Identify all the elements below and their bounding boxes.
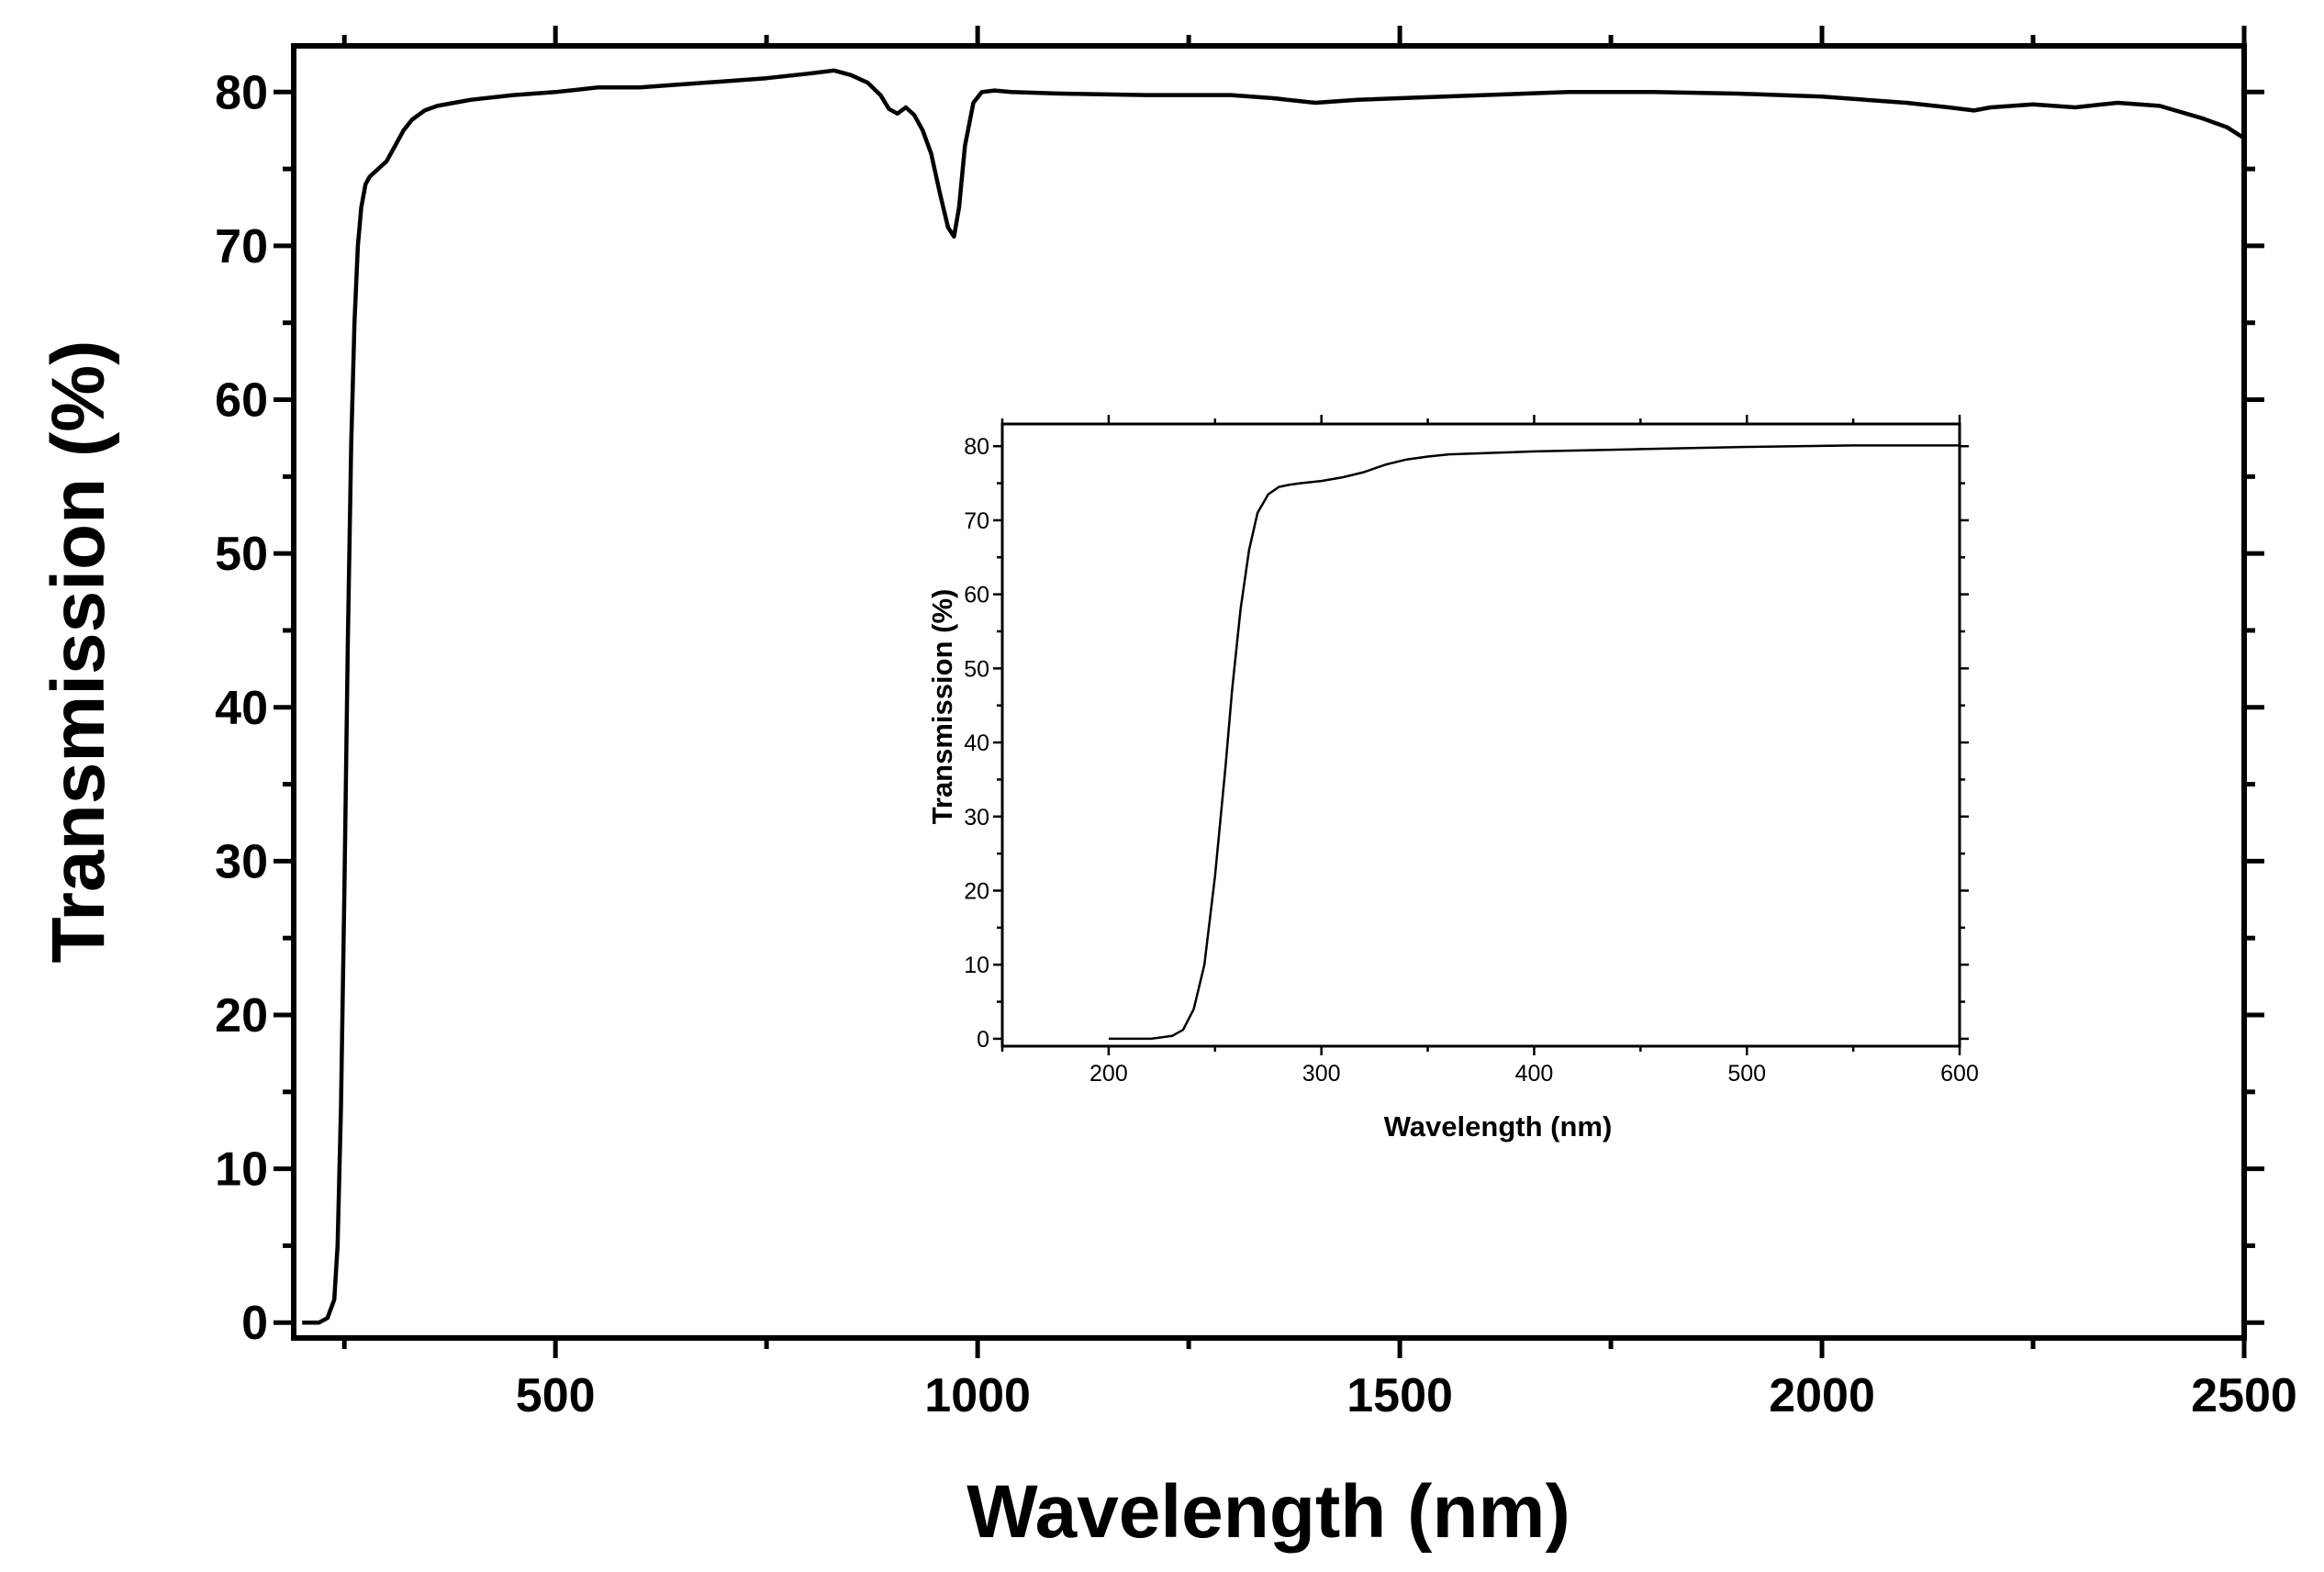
main-y-tick-label: 70 (215, 220, 268, 273)
inset-y-tick-label: 50 (964, 656, 989, 682)
inset-y-tick-label: 20 (964, 879, 989, 905)
inset-plot-frame (1000, 422, 1961, 1048)
inset-y-axis-title: Transmission (%) (926, 589, 958, 825)
main-x-tick-label: 500 (516, 1369, 596, 1422)
inset-y-tick-label: 0 (977, 1027, 989, 1053)
main-x-tick-label: 2500 (2191, 1369, 2297, 1422)
main-y-tick-label: 40 (215, 682, 268, 735)
main-y-tick-label: 80 (215, 66, 268, 119)
main-y-tick-label: 10 (215, 1143, 268, 1197)
main-series-line (302, 68, 2246, 1325)
inset-y-tick-label: 70 (964, 508, 989, 534)
inset-plot: 200 300 400 500 600 0 10 20 30 40 50 60 70 80 Wavelen… (926, 415, 1979, 1143)
inset-y-tick-label: 40 (964, 730, 989, 756)
main-x-tick-label: 1000 (924, 1369, 1031, 1422)
inset-y-tick-label: 10 (964, 953, 989, 978)
main-y-tick-label: 0 (241, 1297, 268, 1350)
inset-x-tick-label: 600 (1940, 1061, 1979, 1087)
inset-x-tick-label: 400 (1515, 1061, 1554, 1087)
main-x-tick-label: 1500 (1346, 1369, 1453, 1422)
inset-y-tick-label: 80 (964, 434, 989, 460)
main-y-axis-title: Transmission (%) (37, 340, 120, 964)
main-y-tick-label: 60 (215, 374, 268, 428)
main-y-tick-label: 30 (215, 835, 268, 888)
inset-ticks: 200 300 400 500 600 0 10 20 30 40 50 60 70 80 (964, 415, 1979, 1087)
main-y-tick-label: 20 (215, 989, 268, 1042)
main-x-tick-label: 2000 (1769, 1369, 1875, 1422)
main-x-axis-title: Wavelength (nm) (966, 1470, 1570, 1554)
inset-x-axis-title: Wavelength (nm) (1384, 1110, 1613, 1143)
inset-y-tick-label: 60 (964, 583, 989, 608)
inset-x-tick-label: 300 (1302, 1061, 1341, 1087)
main-y-tick-label: 50 (215, 528, 268, 581)
inset-x-tick-label: 200 (1089, 1061, 1128, 1087)
inset-x-tick-label: 500 (1727, 1061, 1766, 1087)
main-plot-frame (291, 43, 2247, 1341)
inset-y-tick-label: 30 (964, 805, 989, 831)
inset-series-line (1108, 444, 1960, 1041)
